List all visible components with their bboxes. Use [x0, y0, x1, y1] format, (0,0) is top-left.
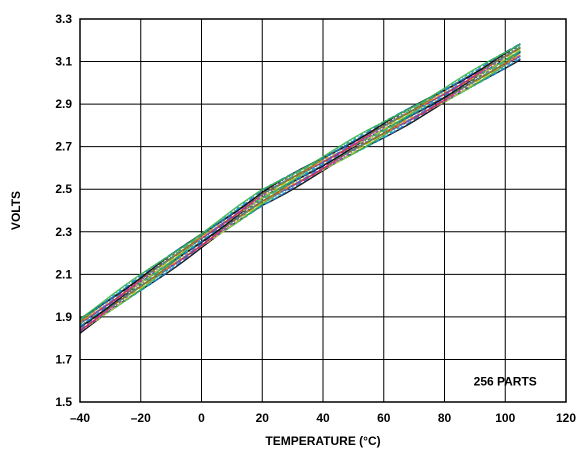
y-tick-label: 1.5: [55, 395, 72, 409]
x-axis-label: TEMPERATURE (°C): [265, 434, 380, 448]
x-tick-label: –40: [70, 411, 90, 425]
part-curve: [79, 57, 521, 333]
curve-band: [79, 42, 521, 334]
y-tick-label: 2.3: [55, 225, 72, 239]
y-tick-label: 2.5: [55, 182, 72, 196]
y-axis-label: VOLTS: [9, 191, 23, 230]
x-tick-label: 80: [438, 411, 452, 425]
y-tick-label: 3.3: [55, 12, 72, 26]
part-curve: [79, 56, 521, 332]
y-tick-label: 1.9: [55, 310, 72, 324]
y-tick-label: 2.9: [55, 97, 72, 111]
x-tick-label: –20: [131, 411, 151, 425]
part-curve: [79, 58, 521, 334]
y-tick-label: 2.7: [55, 140, 72, 154]
part-curve: [79, 43, 521, 320]
gridlines: [79, 18, 567, 403]
y-tick-label: 1.7: [55, 352, 72, 366]
x-axis-ticks: –40 –20 0 20 40 60 80 100 120: [70, 411, 576, 425]
x-tick-label: 60: [377, 411, 391, 425]
parts-annotation: 256 PARTS: [474, 375, 537, 389]
x-tick-label: 20: [256, 411, 270, 425]
x-tick-label: 100: [495, 411, 515, 425]
y-tick-label: 3.1: [55, 55, 72, 69]
y-tick-label: 2.1: [55, 267, 72, 281]
plot-frame: [79, 18, 567, 403]
x-tick-label: 40: [316, 411, 330, 425]
x-tick-label: 0: [198, 411, 205, 425]
part-curve: [79, 54, 521, 332]
x-tick-label: 120: [556, 411, 576, 425]
y-axis-ticks: 1.5 1.7 1.9 2.1 2.3 2.5 2.7 2.9 3.1 3.3: [55, 12, 72, 409]
